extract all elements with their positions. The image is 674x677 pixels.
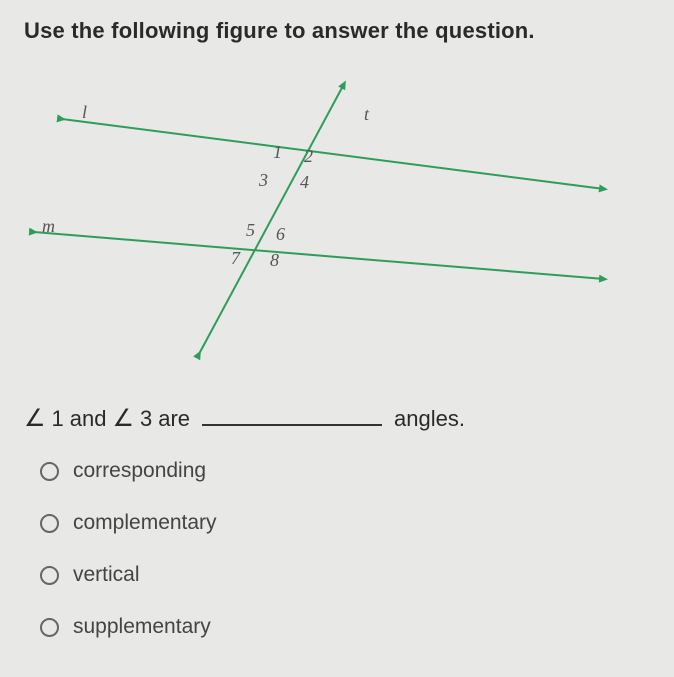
angle-symbol-2: ∠ <box>112 404 134 433</box>
option-supplementary[interactable]: supplementary <box>40 615 650 639</box>
option-corresponding[interactable]: corresponding <box>40 459 650 483</box>
instruction-text: Use the following figure to answer the q… <box>24 18 650 44</box>
angle-1: 1 <box>273 142 282 163</box>
q-post1: are <box>158 406 190 432</box>
line-t-label: t <box>364 104 369 125</box>
option-label: supplementary <box>73 615 211 639</box>
option-vertical[interactable]: vertical <box>40 563 650 587</box>
question-text: ∠1 and ∠3 are angles. <box>24 404 650 433</box>
angle-4: 4 <box>300 172 309 193</box>
option-label: complementary <box>73 511 217 535</box>
radio-icon <box>40 566 59 585</box>
angle-7: 7 <box>231 248 240 269</box>
angle-8: 8 <box>270 250 279 271</box>
q-post2: angles. <box>394 406 465 432</box>
angle-5: 5 <box>246 220 255 241</box>
option-label: corresponding <box>73 459 206 483</box>
q-mid: and <box>70 406 107 432</box>
option-label: vertical <box>73 563 140 587</box>
options-group: corresponding complementary vertical sup… <box>24 459 650 639</box>
radio-icon <box>40 514 59 533</box>
option-complementary[interactable]: complementary <box>40 511 650 535</box>
angle-3: 3 <box>259 170 268 191</box>
angle-symbol-1: ∠ <box>24 404 46 433</box>
line-m-label: m <box>42 216 55 237</box>
angle-2: 2 <box>304 146 313 167</box>
angle-num-2: 3 <box>140 406 152 432</box>
line-l-label: l <box>82 102 87 123</box>
angle-6: 6 <box>276 224 285 245</box>
radio-icon <box>40 462 59 481</box>
answer-blank <box>202 406 382 426</box>
angle-num-1: 1 <box>52 406 64 432</box>
figure-svg <box>24 64 624 374</box>
radio-icon <box>40 618 59 637</box>
geometry-figure: l m t 1 2 3 4 5 6 7 8 <box>24 64 624 374</box>
